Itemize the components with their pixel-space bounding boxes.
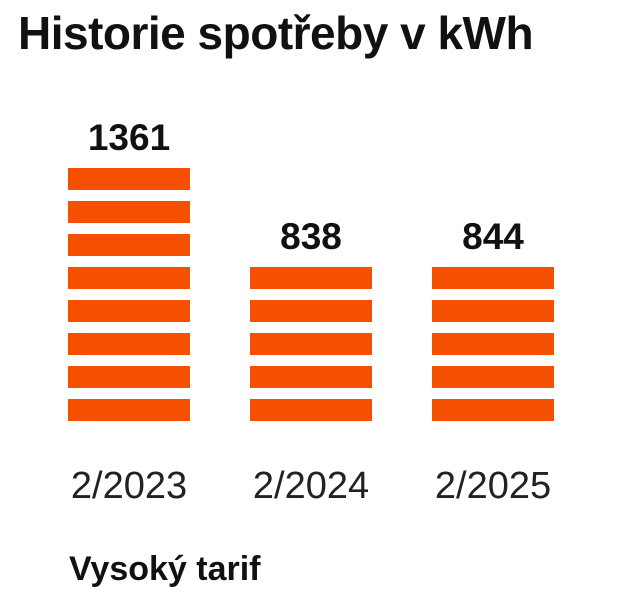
bar-2-2025: [432, 267, 554, 421]
bar-2-2024: [250, 267, 372, 421]
bar-stripe: [432, 399, 554, 421]
bar-value-label: 844: [462, 216, 524, 257]
x-tick-label: 2/2025: [435, 465, 551, 507]
bar-stripe: [250, 333, 372, 355]
chart-title: Historie spotřeby v kWh: [18, 7, 534, 59]
bar-stripe: [68, 234, 190, 256]
bar-stripe: [250, 366, 372, 388]
bar-stripe: [68, 201, 190, 223]
bar-stripe: [250, 300, 372, 322]
bar-stripe: [68, 300, 190, 322]
bar-2-2023: [68, 168, 190, 421]
bar-stripe: [68, 399, 190, 421]
bar-value-label: 1361: [88, 117, 170, 158]
series-label: Vysoký tarif: [69, 550, 261, 588]
bar-stripe: [250, 267, 372, 289]
bar-stripe: [68, 366, 190, 388]
bar-stripe: [432, 300, 554, 322]
bar-stripe: [432, 267, 554, 289]
bar-stripe: [432, 333, 554, 355]
bar-stripe: [432, 366, 554, 388]
bar-stripe: [68, 267, 190, 289]
bar-value-label: 838: [280, 216, 342, 257]
x-tick-label: 2/2024: [253, 465, 369, 507]
bar-stripe: [68, 168, 190, 190]
bar-stripe: [68, 333, 190, 355]
x-tick-label: 2/2023: [71, 465, 187, 507]
bar-stripe: [250, 399, 372, 421]
